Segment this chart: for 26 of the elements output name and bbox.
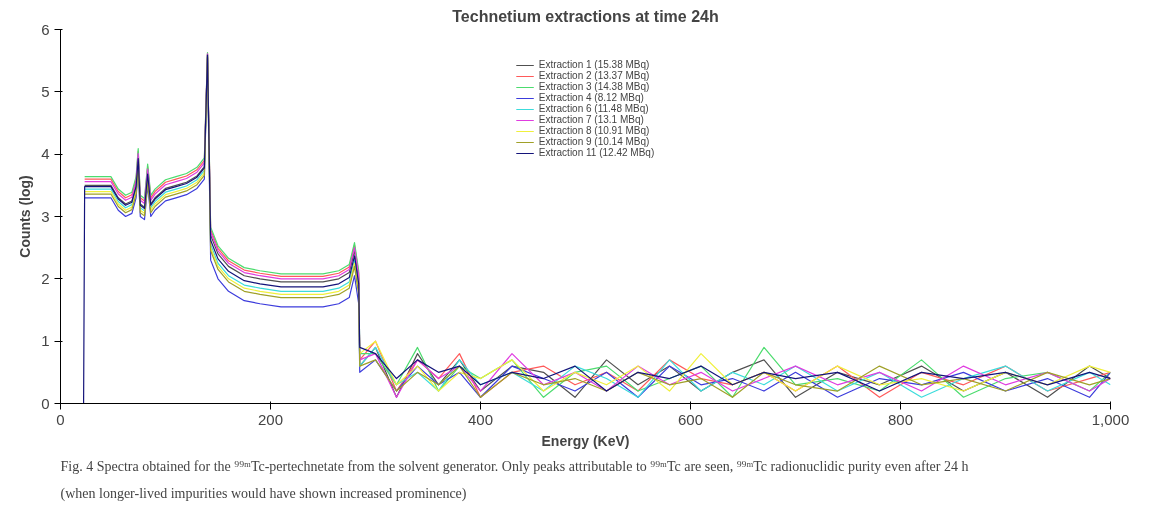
y-tick-label: 2 [41,269,50,287]
legend-label: Extraction 7 (13.1 MBq) [538,114,644,125]
legend-label: Extraction 11 (12.42 MBq) [538,147,655,158]
legend-label: Extraction 8 (10.91 MBq) [538,125,650,136]
legend-label: Extraction 9 (10.14 MBq) [538,136,650,147]
y-tick-label: 6 [41,20,50,38]
y-tick-label: 4 [41,145,50,163]
x-tick-label: 800 [887,410,914,428]
legend-label: Extraction 6 (11.48 MBq) [538,103,649,114]
x-tick-label: 600 [677,410,704,428]
y-tick-label: 3 [41,207,50,225]
x-axis-title: Energy (KeV) [541,432,630,449]
legend-label: Extraction 2 (13.37 MBq) [538,70,650,81]
legend-label: Extraction 3 (14.38 MBq) [538,81,650,92]
x-tick-label: 1,000 [1091,410,1130,428]
y-tick-label: 1 [41,332,50,350]
y-tick-label: 5 [41,82,50,100]
y-axis-title: Counts (log) [17,175,34,258]
legend-label: Extraction 4 (8.12 MBq) [538,92,644,103]
y-tick-label: 0 [41,394,50,412]
x-tick-label: 0 [56,410,65,428]
x-tick-label: 400 [467,410,494,428]
legend-label: Extraction 1 (15.38 MBq) [538,59,650,70]
caption: Fig. 4 Spectra obtained for the ⁹⁹ᵐTc-pertechnetate from the solvent generator. Only peaks attributable to ⁹⁹ᵐTc are seen, ⁹⁹ᵐTc radionuclidic purity even after 24 h (when longer-lived impurities would have shown increased prominence) [60,458,969,502]
chart-title: Technetium extractions at time 24h [452,7,719,25]
x-tick-label: 200 [257,410,284,428]
